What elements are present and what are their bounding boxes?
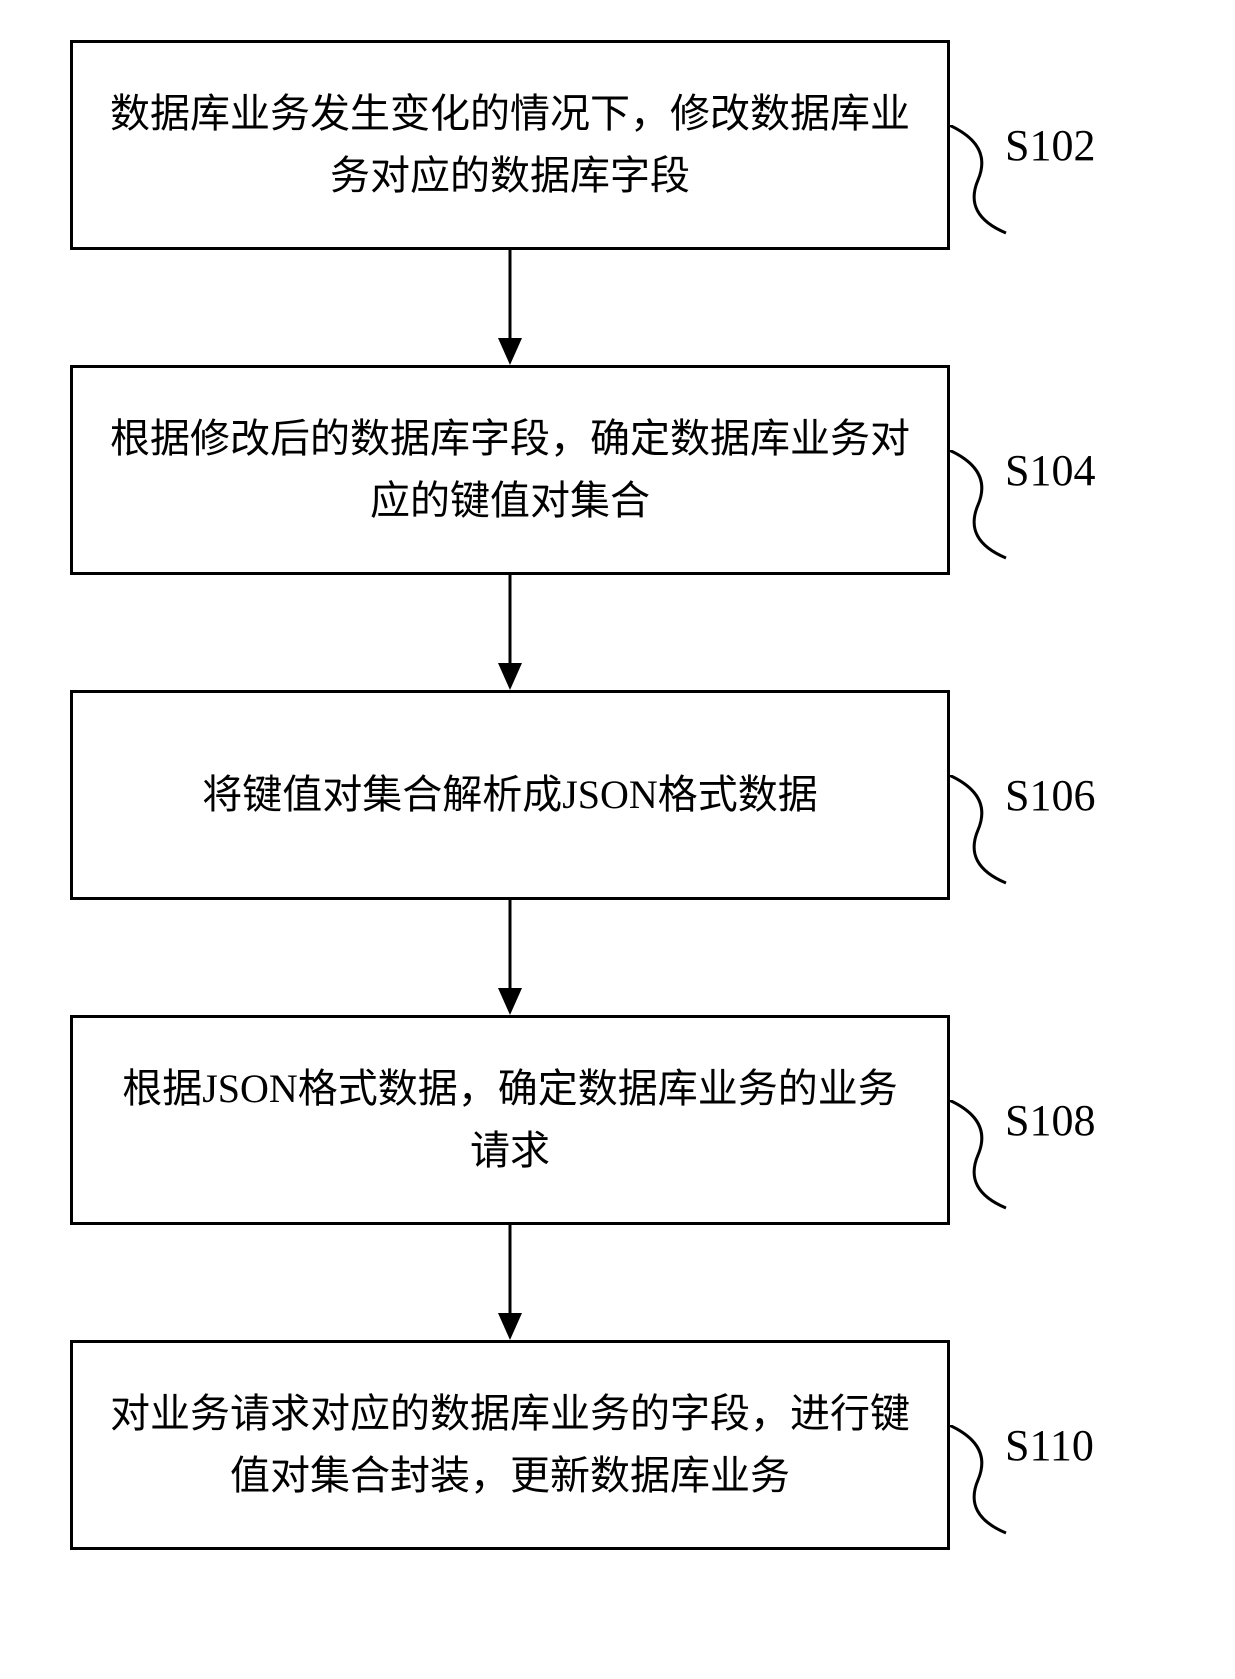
arrow-wrap xyxy=(70,250,950,365)
arrow-wrap xyxy=(70,575,950,690)
arrow-wrap xyxy=(70,900,950,1015)
step-box-s110: 对业务请求对应的数据库业务的字段，进行键值对集合封装，更新数据库业务 xyxy=(70,1340,950,1550)
step-text: 对业务请求对应的数据库业务的字段，进行键值对集合封装，更新数据库业务 xyxy=(103,1383,917,1507)
step-box-s104: 根据修改后的数据库字段，确定数据库业务对应的键值对集合 xyxy=(70,365,950,575)
step-row: 对业务请求对应的数据库业务的字段，进行键值对集合封装，更新数据库业务 S110 xyxy=(70,1340,1170,1550)
flowchart-container: 数据库业务发生变化的情况下，修改数据库业务对应的数据库字段 S102 根据修改后… xyxy=(70,40,1170,1550)
connector-curve xyxy=(948,775,1008,885)
connector-curve xyxy=(948,450,1008,560)
arrow-down xyxy=(490,575,530,690)
connector-curve xyxy=(948,1100,1008,1210)
connector-curve xyxy=(948,1425,1008,1535)
step-box-s106: 将键值对集合解析成JSON格式数据 xyxy=(70,690,950,900)
arrow-down xyxy=(490,1225,530,1340)
step-label: S104 xyxy=(1005,445,1095,496)
step-label: S106 xyxy=(1005,770,1095,821)
step-row: 数据库业务发生变化的情况下，修改数据库业务对应的数据库字段 S102 xyxy=(70,40,1170,250)
step-box-s108: 根据JSON格式数据，确定数据库业务的业务请求 xyxy=(70,1015,950,1225)
step-row: 根据修改后的数据库字段，确定数据库业务对应的键值对集合 S104 xyxy=(70,365,1170,575)
step-row: 将键值对集合解析成JSON格式数据 S106 xyxy=(70,690,1170,900)
connector-curve xyxy=(948,125,1008,235)
step-text: 将键值对集合解析成JSON格式数据 xyxy=(202,764,818,826)
arrow-down xyxy=(490,250,530,365)
step-text: 根据JSON格式数据，确定数据库业务的业务请求 xyxy=(103,1058,917,1182)
arrow-down xyxy=(490,900,530,1015)
step-box-s102: 数据库业务发生变化的情况下，修改数据库业务对应的数据库字段 xyxy=(70,40,950,250)
arrow-wrap xyxy=(70,1225,950,1340)
step-row: 根据JSON格式数据，确定数据库业务的业务请求 S108 xyxy=(70,1015,1170,1225)
step-label: S110 xyxy=(1005,1420,1094,1471)
step-label: S102 xyxy=(1005,120,1095,171)
step-text: 根据修改后的数据库字段，确定数据库业务对应的键值对集合 xyxy=(103,408,917,532)
step-text: 数据库业务发生变化的情况下，修改数据库业务对应的数据库字段 xyxy=(103,83,917,207)
step-label: S108 xyxy=(1005,1095,1095,1146)
